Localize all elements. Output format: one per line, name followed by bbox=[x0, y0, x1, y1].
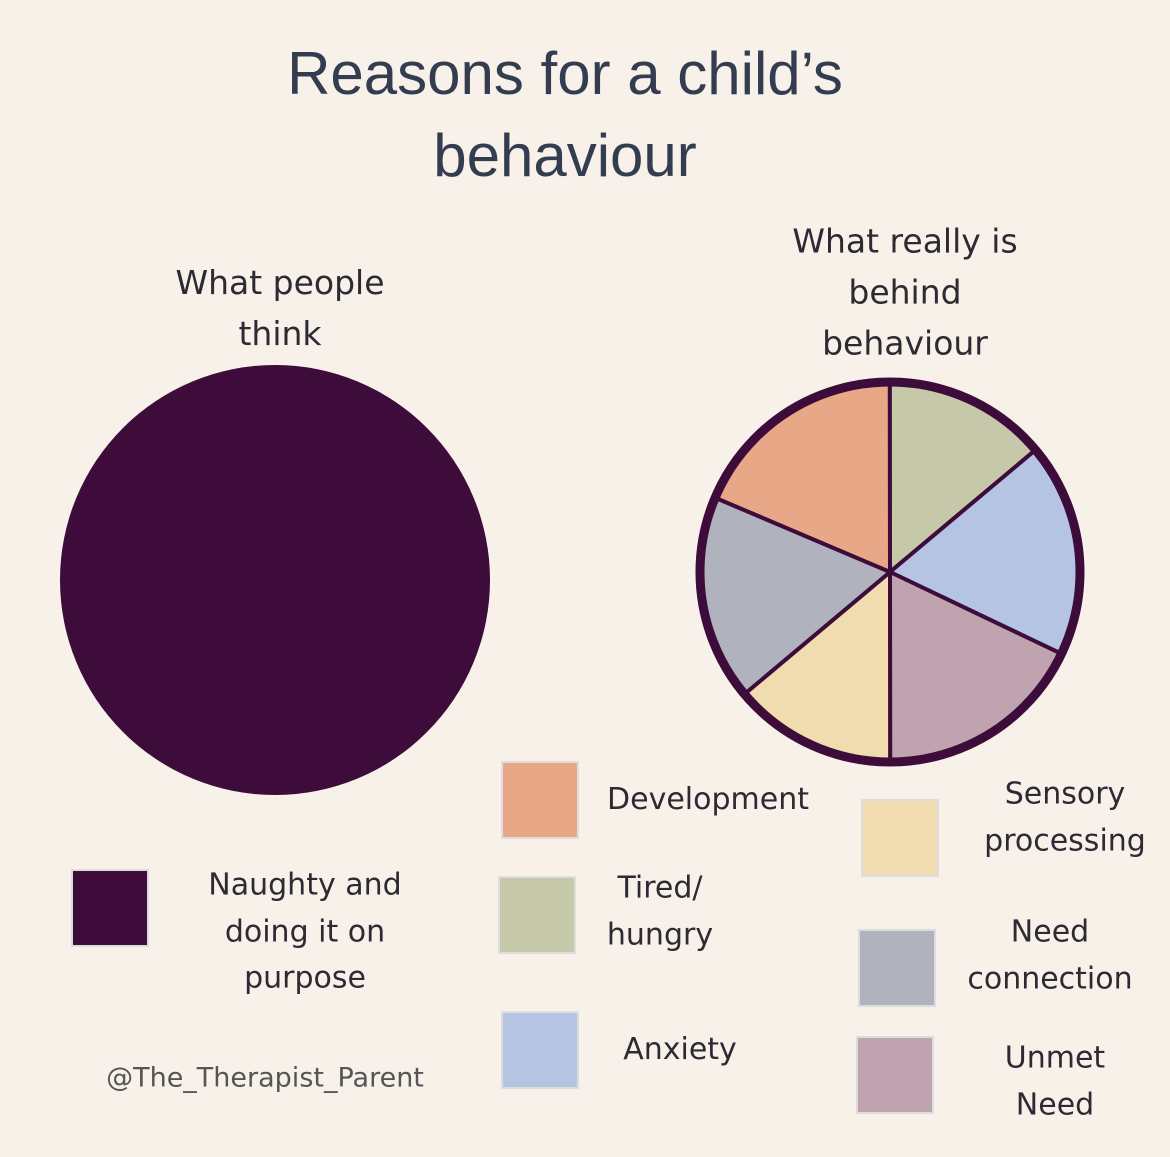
legend-swatch bbox=[858, 929, 936, 1007]
legend-label: Anxiety bbox=[623, 1031, 737, 1067]
pie-subtitle: What really is behind behaviour bbox=[792, 221, 1018, 363]
legend-label: Development bbox=[607, 781, 809, 817]
legend-swatch bbox=[861, 799, 939, 877]
pie-outline bbox=[695, 377, 1085, 767]
legend-swatch bbox=[501, 761, 579, 839]
legend-swatch bbox=[71, 869, 149, 947]
legend-swatch bbox=[498, 876, 576, 954]
credit: @The_Therapist_Parent bbox=[106, 1062, 424, 1094]
legend-label: Naughty and doing it on purpose bbox=[208, 867, 402, 996]
title: Reasons for a child’s behaviour bbox=[287, 40, 843, 189]
legend-label: Sensory processing bbox=[984, 776, 1146, 859]
legend-swatch bbox=[856, 1036, 934, 1114]
legend-swatch bbox=[501, 1011, 579, 1089]
pie-subtitle: What people think bbox=[175, 262, 385, 353]
legend-label: Need connection bbox=[967, 914, 1133, 997]
pie-slice bbox=[60, 365, 490, 795]
legend-label: Unmet Need bbox=[1004, 1040, 1106, 1123]
legend-label: Tired/ hungry bbox=[606, 870, 714, 953]
